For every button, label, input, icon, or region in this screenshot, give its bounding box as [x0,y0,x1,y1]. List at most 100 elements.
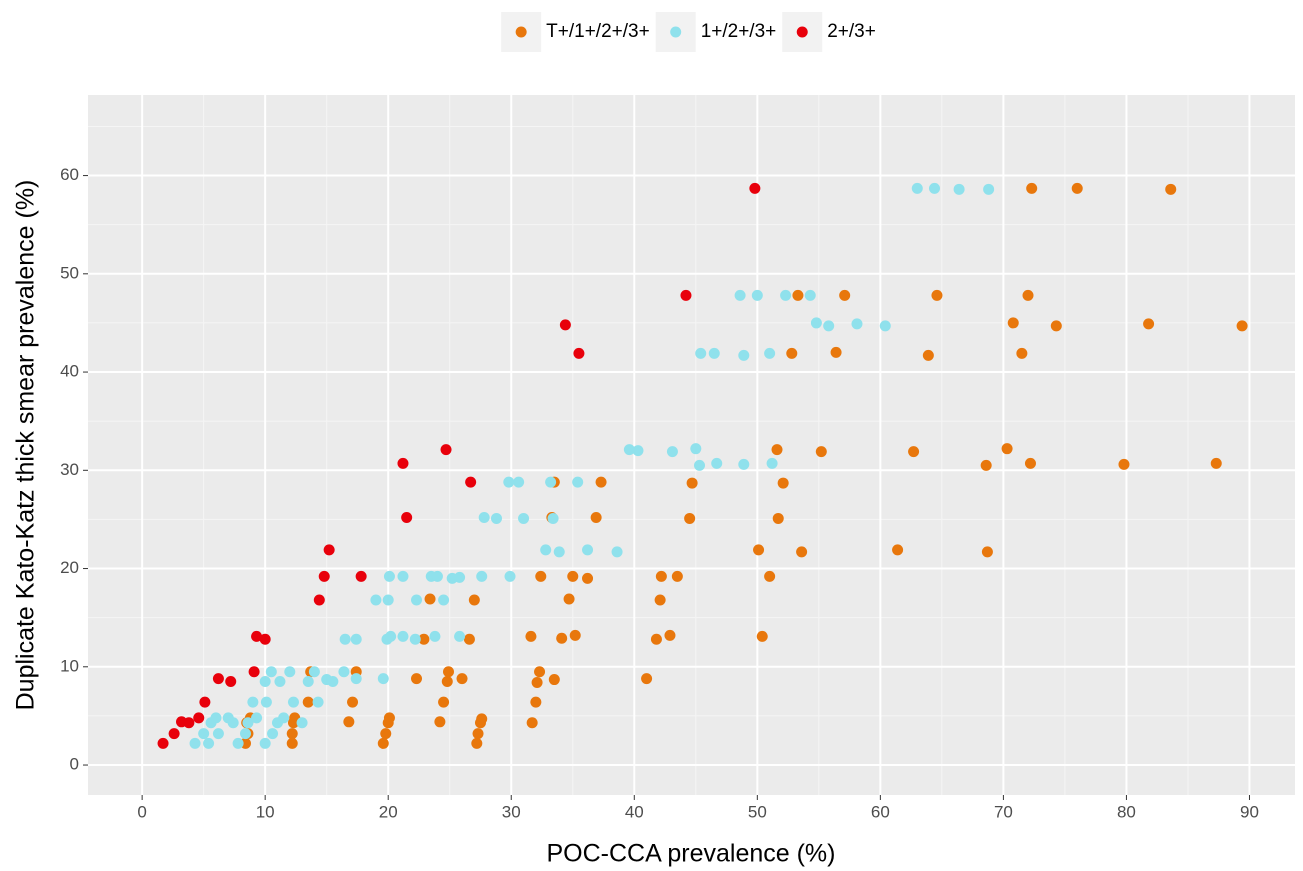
point [313,594,325,606]
point [465,476,477,488]
point [248,666,260,678]
point [830,346,842,358]
point [531,677,543,689]
point [440,444,452,456]
x-tick-label: 60 [871,802,890,821]
legend-marker [670,26,682,38]
point [397,570,409,582]
point [212,673,224,685]
point [1071,182,1083,194]
point [370,594,382,606]
y-tick-label: 10 [60,656,79,675]
point [382,594,394,606]
point [980,459,992,471]
point [839,289,851,301]
point [476,570,488,582]
point [1143,318,1155,330]
point [424,593,436,605]
legend-text: 2+/3+ [827,21,876,42]
point [738,458,750,470]
point [212,728,224,740]
point [232,737,244,749]
point [540,544,552,556]
point [650,633,662,645]
point [777,477,789,489]
point [338,666,350,678]
point [247,696,259,708]
legend-marker [796,26,808,38]
point [401,511,413,523]
point [323,544,335,556]
point [441,676,453,688]
point [780,289,792,301]
point [1210,457,1222,469]
point [738,349,750,361]
point [454,571,466,583]
point [284,666,296,678]
point [553,546,565,558]
point [339,633,351,645]
point [590,511,602,523]
point [695,347,707,359]
point [267,728,279,740]
point [411,594,423,606]
point [766,457,778,469]
point [573,347,585,359]
point [690,443,702,455]
x-tick-label: 90 [1240,802,1259,821]
y-axis-title: Duplicate Kato-Katz thick smear prevalen… [12,180,40,711]
point [680,289,692,301]
y-tick-label: 60 [60,165,79,184]
point [397,457,409,469]
point [198,728,210,740]
point [892,544,904,556]
point [468,594,480,606]
legend-item: 2+/3+ [782,12,876,52]
point [239,728,251,740]
point [434,716,446,728]
grid [88,95,1295,795]
point [438,594,450,606]
point [879,320,891,332]
legend-marker [515,26,527,38]
x-tick-label: 20 [379,802,398,821]
point [265,666,277,678]
point [287,696,299,708]
point [708,347,720,359]
point [815,446,827,458]
point [193,712,205,724]
point [582,572,594,584]
point [513,476,525,488]
point [259,676,271,688]
point [711,457,723,469]
legend-item: T+/1+/2+/3+ [501,12,650,52]
point [753,544,765,556]
x-tick-label: 10 [256,802,275,821]
point [611,546,623,558]
point [210,712,222,724]
point [418,633,430,645]
point [225,676,237,688]
legend-text: T+/1+/2+/3+ [546,21,650,42]
legend-text: 1+/2+/3+ [701,21,777,42]
point [684,512,696,524]
y-tick-label: 40 [60,362,79,381]
point [251,630,263,642]
x-tick-label: 50 [748,802,767,821]
points [157,182,1248,749]
point [686,477,698,489]
point [796,546,808,558]
point [556,632,568,644]
point [931,289,943,301]
point [545,476,557,488]
point [666,446,678,458]
point [734,289,746,301]
point [429,630,441,642]
point [251,712,263,724]
point [189,737,201,749]
point [385,630,397,642]
point [1118,458,1130,470]
point [503,476,515,488]
point [569,629,581,641]
point [242,717,254,729]
